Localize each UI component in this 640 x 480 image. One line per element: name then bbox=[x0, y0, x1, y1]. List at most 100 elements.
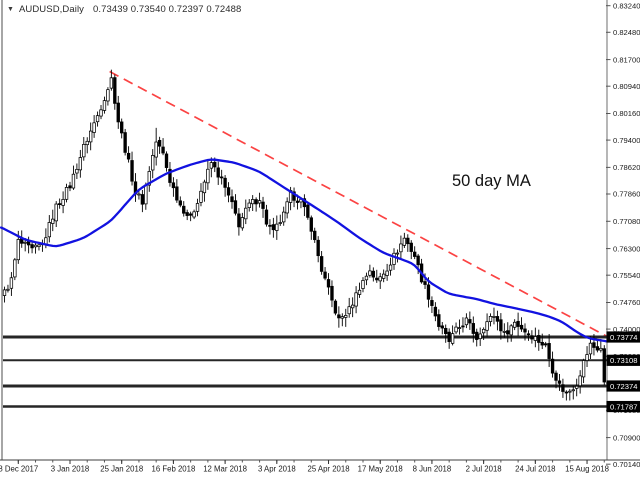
price-tick-label: 0.75540 bbox=[613, 271, 640, 280]
candlestick bbox=[568, 390, 572, 393]
candlestick bbox=[537, 335, 541, 343]
symbol-timeframe-label: AUDUSD,Daily bbox=[18, 4, 85, 15]
candlestick bbox=[540, 341, 544, 346]
candlestick bbox=[330, 285, 334, 301]
candlestick bbox=[188, 213, 193, 216]
candlestick bbox=[275, 223, 279, 231]
price-tag-label: 0.73108 bbox=[610, 356, 637, 365]
candlestick bbox=[485, 321, 489, 331]
candlestick bbox=[154, 141, 158, 158]
price-tick-label: 0.74000 bbox=[613, 325, 640, 334]
candlestick bbox=[368, 270, 372, 276]
candlestick bbox=[16, 239, 20, 261]
candlestick bbox=[495, 316, 500, 322]
date-label: 3 Jan 2018 bbox=[51, 465, 90, 474]
candlestick bbox=[357, 289, 362, 295]
candlestick bbox=[240, 217, 245, 229]
candlestick bbox=[464, 317, 469, 326]
candlestick bbox=[126, 152, 131, 160]
trendline-group[interactable] bbox=[109, 70, 614, 341]
descending-trendline[interactable] bbox=[109, 70, 614, 341]
candlestick bbox=[237, 213, 241, 228]
date-label: 25 Jan 2018 bbox=[100, 465, 143, 474]
candlestick bbox=[168, 168, 172, 183]
date-label: 3 Apr 2018 bbox=[258, 465, 296, 474]
candlestick bbox=[6, 288, 10, 291]
candlestick bbox=[254, 199, 258, 205]
candlestick bbox=[323, 271, 327, 279]
candlestick bbox=[512, 321, 517, 328]
candlestick bbox=[399, 243, 403, 253]
price-axis: 0.83240 0.82480 0.81700 0.80940 0.80160 0.794… bbox=[606, 1, 640, 469]
candlestick bbox=[350, 304, 355, 309]
price-level-tags: 0.73774 0.73108 0.72374 0.71787 bbox=[606, 331, 640, 413]
candlestick bbox=[316, 239, 320, 257]
candlestick bbox=[319, 256, 324, 272]
candlestick bbox=[192, 211, 196, 218]
date-label: 8 Jun 2018 bbox=[413, 465, 452, 474]
candlestick bbox=[564, 391, 569, 394]
candlestick bbox=[23, 241, 27, 244]
candlestick bbox=[151, 155, 155, 171]
candlestick bbox=[116, 102, 120, 123]
candlestick bbox=[592, 342, 596, 348]
date-label: 2 Jul 2018 bbox=[466, 465, 502, 474]
candlestick bbox=[30, 244, 34, 249]
price-tag-box bbox=[606, 400, 640, 413]
candlestick bbox=[588, 342, 593, 355]
candlestick bbox=[199, 190, 203, 203]
price-tick-label: 0.81700 bbox=[613, 55, 640, 64]
candlestick bbox=[130, 160, 134, 182]
candlestick bbox=[161, 146, 165, 154]
candlestick bbox=[264, 209, 269, 225]
symbol-dropdown-icon[interactable]: ▼ bbox=[7, 6, 14, 13]
candlestick bbox=[602, 348, 606, 383]
candlestick bbox=[182, 205, 186, 214]
candlestick bbox=[95, 115, 100, 123]
date-label: 8 Dec 2017 bbox=[0, 465, 38, 474]
date-label: 12 Mar 2018 bbox=[203, 465, 247, 474]
candlestick bbox=[430, 300, 434, 306]
candlestick bbox=[140, 194, 145, 205]
candlestick bbox=[333, 300, 338, 314]
candlestick bbox=[481, 328, 486, 334]
candlestick bbox=[454, 326, 458, 333]
candlestick bbox=[89, 130, 93, 143]
candlestick bbox=[295, 200, 300, 203]
candlestick bbox=[595, 346, 600, 351]
support-resistance-lines[interactable] bbox=[3, 335, 607, 408]
candlestick bbox=[523, 328, 527, 333]
candlestick bbox=[271, 224, 276, 231]
candlestick bbox=[106, 89, 110, 102]
candlestick bbox=[209, 162, 213, 169]
moving-average-line-group[interactable] bbox=[0, 158, 608, 343]
price-tag-label: 0.72374 bbox=[610, 382, 637, 391]
candlestick bbox=[519, 324, 524, 330]
candlestick bbox=[337, 314, 341, 319]
candlestick bbox=[423, 281, 427, 285]
candlestick bbox=[313, 230, 317, 241]
candlestick bbox=[171, 182, 176, 189]
candlestick bbox=[306, 204, 310, 218]
candlestick bbox=[533, 336, 538, 341]
price-tag-box bbox=[606, 331, 640, 343]
candlestick bbox=[64, 187, 69, 200]
candlestick bbox=[244, 207, 248, 220]
price-tick-label: 0.83240 bbox=[613, 1, 640, 10]
candlestick bbox=[544, 343, 548, 346]
candlestick bbox=[444, 327, 448, 334]
candlestick bbox=[233, 200, 238, 214]
candlestick bbox=[71, 173, 76, 189]
ma-annotation-label[interactable]: 50 day MA bbox=[452, 172, 531, 190]
candlestick bbox=[371, 270, 376, 278]
candlestick bbox=[226, 187, 231, 196]
candlestick bbox=[144, 184, 148, 205]
date-label: 24 Jul 2018 bbox=[515, 465, 555, 474]
candlestick bbox=[450, 333, 455, 344]
candlestick bbox=[278, 222, 282, 224]
ma-line[interactable] bbox=[0, 158, 608, 343]
candlestick bbox=[2, 289, 7, 296]
candlestick bbox=[478, 333, 482, 340]
candlestick bbox=[85, 140, 89, 146]
